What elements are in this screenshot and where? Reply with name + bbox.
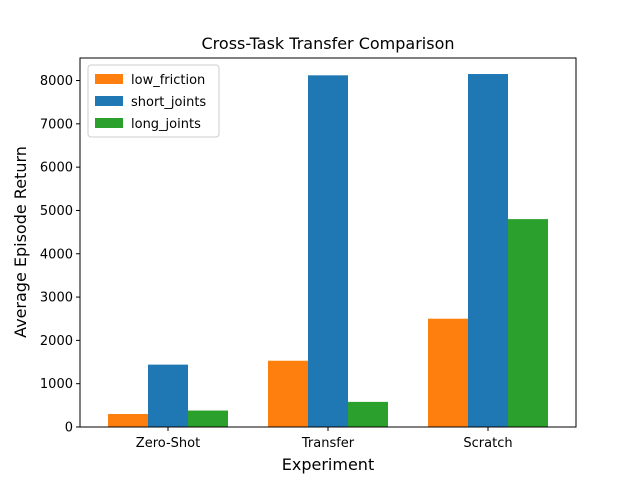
bar-long_joints-zero-shot [188, 410, 228, 427]
y-tick-label: 4000 [40, 247, 73, 262]
bar-low_friction-scratch [428, 318, 468, 427]
legend-label-long_joints: long_joints [131, 117, 201, 132]
y-tick-label: 5000 [40, 204, 73, 219]
y-tick-label: 8000 [40, 74, 73, 89]
bar-low_friction-transfer [268, 360, 308, 427]
legend-swatch-short_joints [95, 96, 123, 106]
y-axis-label: Average Episode Return [11, 146, 30, 338]
y-tick-label: 0 [65, 421, 73, 436]
y-tick-label: 3000 [40, 291, 73, 306]
y-tick-label: 2000 [40, 334, 73, 349]
y-tick-label: 6000 [40, 161, 73, 176]
x-tick-label: Transfer [301, 436, 355, 451]
bar-short_joints-scratch [468, 74, 508, 428]
legend-swatch-low_friction [95, 74, 123, 84]
legend-label-low_friction: low_friction [131, 73, 205, 88]
axes-layer: 0 1000 2000 3000 4000 5000 6000 7000 8000 Zero-Sh… [40, 57, 577, 451]
bar-low_friction-zero-shot [108, 414, 148, 427]
y-tick-label: 7000 [40, 117, 73, 132]
chart-title: Cross-Task Transfer Comparison [202, 34, 455, 53]
bar-short_joints-zero-shot [148, 364, 188, 427]
y-tick-label: 1000 [40, 377, 73, 392]
legend-swatch-long_joints [95, 118, 123, 128]
bar-long_joints-transfer [348, 401, 388, 427]
bar-short_joints-transfer [308, 75, 348, 427]
x-tick-label: Zero-Shot [136, 436, 200, 451]
bar-long_joints-scratch [508, 219, 548, 427]
bars-layer [108, 74, 548, 428]
legend: low_friction short_joints long_joints [87, 64, 220, 138]
legend-label-short_joints: short_joints [131, 95, 206, 110]
x-tick-label: Scratch [463, 436, 512, 451]
x-axis-label: Experiment [282, 455, 374, 474]
